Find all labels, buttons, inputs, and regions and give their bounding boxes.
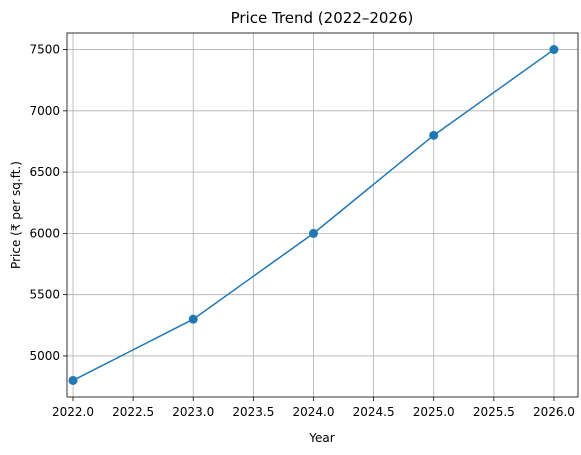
y-tick-label: 7000 (29, 104, 60, 118)
data-point (68, 375, 78, 385)
grid (67, 33, 578, 397)
x-tick-label: 2023.0 (172, 405, 214, 419)
y-tick-label: 5500 (29, 288, 60, 302)
x-tick-label: 2026.0 (533, 405, 575, 419)
y-tick-label: 7500 (29, 43, 60, 57)
y-axis: 5000 5500 6000 6500 7000 7500 (29, 43, 67, 363)
data-point (549, 45, 559, 55)
x-tick-label: 2022.0 (52, 405, 94, 419)
plot-frame (66, 32, 579, 398)
data-point (429, 130, 439, 140)
x-tick-label: 2024.0 (292, 405, 334, 419)
chart-title: Price Trend (2022–2026) (231, 9, 414, 27)
x-tick-label: 2025.0 (413, 405, 455, 419)
y-tick-label: 6000 (29, 226, 60, 240)
y-tick-label: 6500 (29, 165, 60, 179)
data-series (68, 45, 559, 385)
x-tick-label: 2022.5 (112, 405, 154, 419)
y-axis-label: Price (₹ per sq.ft.) (9, 161, 23, 269)
x-tick-label: 2025.5 (473, 405, 515, 419)
x-tick-label: 2023.5 (232, 405, 274, 419)
x-axis-label: Year (308, 431, 334, 445)
data-point (188, 314, 198, 324)
x-tick-label: 2024.5 (353, 405, 395, 419)
data-point (308, 228, 318, 238)
x-axis: 2022.0 2022.5 2023.0 2023.5 2024.0 2024.5 2025… (52, 397, 575, 419)
y-tick-label: 5000 (29, 349, 60, 363)
